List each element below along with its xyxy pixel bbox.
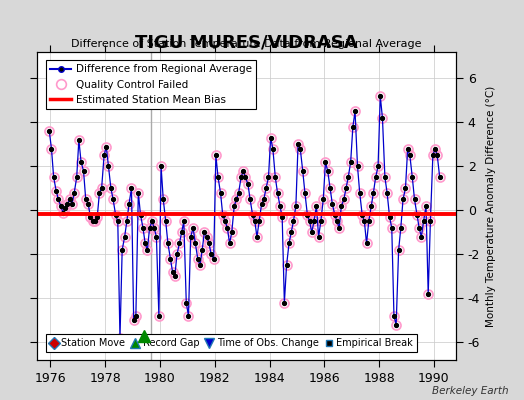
Legend: Station Move, Record Gap, Time of Obs. Change, Empirical Break: Station Move, Record Gap, Time of Obs. C… [46,334,417,352]
Y-axis label: Monthly Temperature Anomaly Difference (°C): Monthly Temperature Anomaly Difference (… [486,85,496,327]
Title: TIGU MURES/VIDRASA: TIGU MURES/VIDRASA [135,34,357,52]
Text: Berkeley Earth: Berkeley Earth [432,386,508,396]
Text: Difference of Station Temperature Data from Regional Average: Difference of Station Temperature Data f… [71,39,421,49]
